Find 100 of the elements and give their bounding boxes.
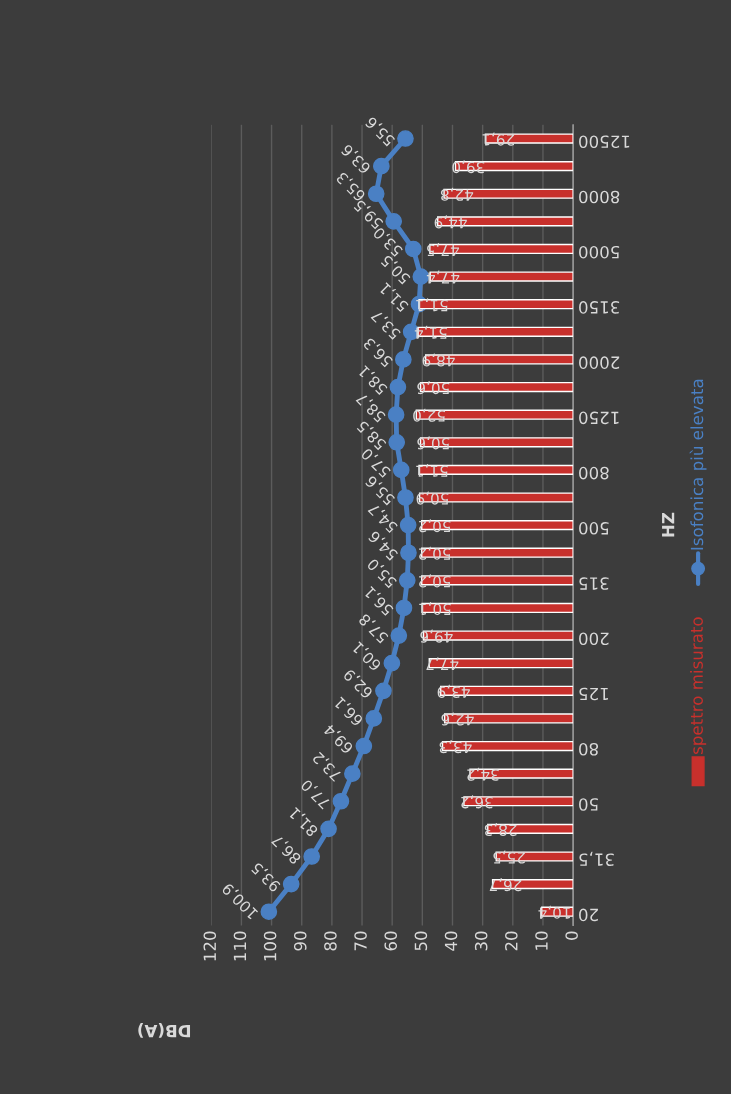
bar xyxy=(443,713,574,724)
point xyxy=(395,599,413,617)
point xyxy=(365,710,383,727)
x-tick-label: 120 xyxy=(203,931,217,961)
y-tick-label: 8000 xyxy=(579,190,620,204)
point xyxy=(355,737,373,755)
y-axis-title: HZ xyxy=(662,512,675,537)
data-label: 43,9 xyxy=(437,684,470,698)
y-tick-label: 12500 xyxy=(579,135,630,149)
data-label: 51,4 xyxy=(414,325,447,339)
point xyxy=(397,130,414,147)
bar xyxy=(419,437,574,448)
point xyxy=(398,572,416,589)
bar xyxy=(421,575,574,586)
bar xyxy=(454,161,574,172)
y-tick-label: 500 xyxy=(579,522,609,535)
point xyxy=(395,351,412,368)
x-tick-label: 110 xyxy=(233,931,247,961)
x-tick-label: 40 xyxy=(444,931,458,951)
bar xyxy=(421,602,574,614)
point xyxy=(397,489,414,506)
y-tick-label: 2000 xyxy=(579,356,620,369)
data-label: 39,0 xyxy=(452,160,485,174)
data-label: 50,2 xyxy=(419,574,451,588)
bar xyxy=(441,740,574,752)
data-label: 50,2 xyxy=(419,519,451,533)
y-tick-label: 200 xyxy=(579,632,609,646)
data-label: 49,6 xyxy=(420,629,453,643)
bar xyxy=(429,271,574,282)
x-tick-label: 70 xyxy=(354,931,367,951)
bar xyxy=(491,878,574,890)
y-tick-label: 50 xyxy=(579,798,598,811)
bar xyxy=(424,354,574,365)
data-label: 50,6 xyxy=(417,436,450,450)
y-tick-label: 80 xyxy=(579,742,599,756)
bar xyxy=(418,492,574,503)
point xyxy=(389,378,407,396)
data-label: 51,1 xyxy=(416,298,448,312)
bar xyxy=(428,658,574,669)
x-axis-title: DB(A) xyxy=(138,1022,191,1038)
point xyxy=(260,903,278,921)
point xyxy=(400,544,417,562)
data-label: 42,6 xyxy=(441,712,474,726)
point xyxy=(320,820,337,838)
point xyxy=(332,792,350,810)
x-tick-label: 60 xyxy=(384,931,398,951)
text: spettro misurato xyxy=(690,617,707,754)
bar xyxy=(463,796,574,807)
data-label: 50,2 xyxy=(419,546,451,560)
data-label: 50,1 xyxy=(419,601,451,616)
bar xyxy=(418,464,574,476)
bar xyxy=(429,243,574,255)
data-label: 10,4 xyxy=(538,905,570,919)
bar xyxy=(417,326,574,337)
x-tick-label: 90 xyxy=(293,931,307,951)
data-label: 50,6 xyxy=(417,381,450,395)
point xyxy=(383,654,401,672)
data-label: 43,3 xyxy=(439,740,472,754)
data-label: 44,9 xyxy=(434,215,467,229)
data-label: 25,5 xyxy=(493,850,525,864)
data-label: 34,2 xyxy=(467,767,499,781)
point xyxy=(390,627,408,644)
x-tick-label: 30 xyxy=(474,931,488,951)
point xyxy=(282,875,300,893)
x-tick-label: 50 xyxy=(414,931,428,951)
bar xyxy=(421,547,574,558)
point xyxy=(387,406,405,423)
point xyxy=(372,157,390,175)
x-tick-label: 0 xyxy=(565,931,578,940)
data-label: 47,4 xyxy=(426,270,460,284)
point xyxy=(344,765,361,782)
point xyxy=(303,848,321,865)
data-label: 26,7 xyxy=(489,878,522,892)
bar xyxy=(484,133,574,144)
bar xyxy=(469,768,574,779)
y-tick-label: 5000 xyxy=(579,245,620,259)
data-label: 48,9 xyxy=(422,353,455,367)
point xyxy=(375,682,392,700)
bar xyxy=(495,851,574,862)
data-label: 52,0 xyxy=(413,408,445,422)
data-label: 28,3 xyxy=(484,822,517,836)
data-label: 47,5 xyxy=(427,242,459,256)
x-tick-label: 10 xyxy=(535,931,548,950)
y-tick-label: 1250 xyxy=(579,411,619,425)
x-tick-label: 80 xyxy=(324,931,337,951)
bar xyxy=(419,381,574,393)
data-label: 47,7 xyxy=(426,657,459,671)
bar xyxy=(418,299,574,310)
bar xyxy=(487,823,574,834)
data-label: 50,9 xyxy=(416,491,449,505)
y-tick-label: 315 xyxy=(579,577,609,590)
y-tick-label: 125 xyxy=(579,687,608,701)
data-label: 29,1 xyxy=(482,132,515,146)
y-tick-label: 3150 xyxy=(579,301,620,314)
data-label: 42,8 xyxy=(440,187,474,201)
x-tick-label: 20 xyxy=(505,931,518,951)
point xyxy=(399,516,417,534)
y-tick-label: 20 xyxy=(579,908,598,922)
point xyxy=(388,433,406,451)
bar xyxy=(415,409,574,420)
